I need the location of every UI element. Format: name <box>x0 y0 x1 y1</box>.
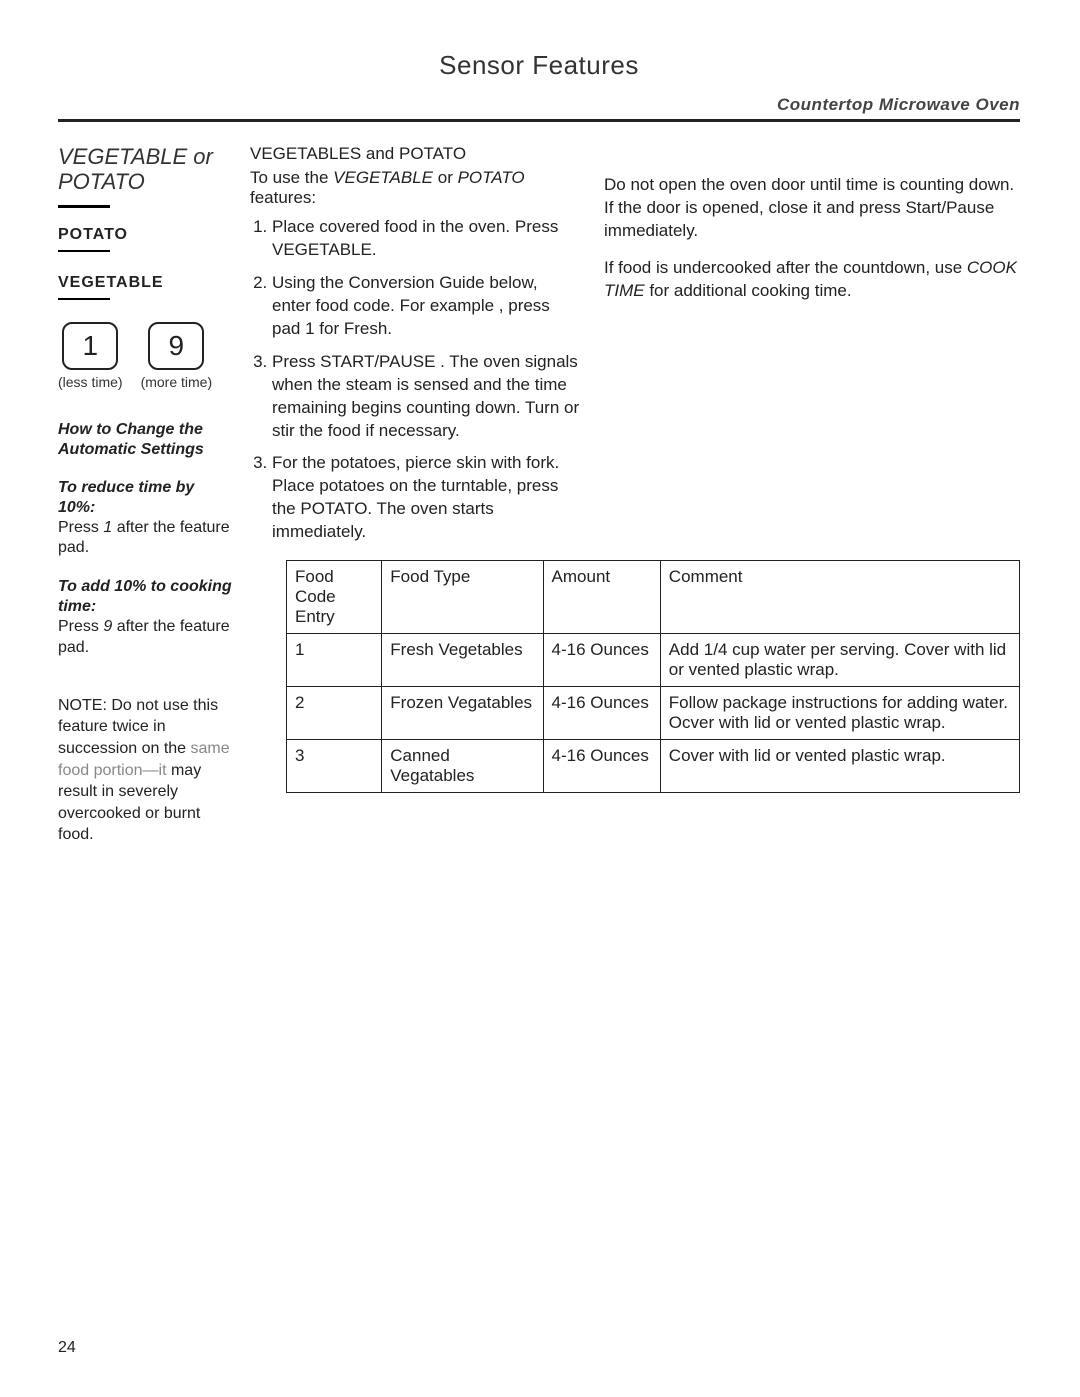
mid-intro: To use the VEGETABLE or POTATO features: <box>250 168 580 208</box>
right-p2-a: If food is undercooked after the countdo… <box>604 258 967 277</box>
header-rule <box>58 119 1020 122</box>
mid-heading: VEGETABLES and POTATO <box>250 144 580 164</box>
vegetable-label: VEGETABLE <box>58 274 232 292</box>
section-underline <box>58 205 110 208</box>
add-body-em: 9 <box>103 618 112 635</box>
howto-heading-2: Automatic Settings <box>58 440 232 460</box>
cell: 4-16 Ounces <box>543 687 660 740</box>
right-column: Do not open the oven door until time is … <box>604 144 1020 554</box>
conversion-table-wrap: Food Code Entry Food Type Amount Comment… <box>250 560 1020 793</box>
vegetable-underline <box>58 298 110 300</box>
reduce-body-a: Press <box>58 519 103 536</box>
pad-1-button[interactable]: 1 <box>62 322 118 370</box>
potato-label: POTATO <box>58 226 232 244</box>
step-1: Place covered food in the oven. Press VE… <box>272 216 580 262</box>
reduce-heading: To reduce time by 10%: <box>58 478 232 518</box>
mid-intro-em2: POTATO <box>458 168 525 187</box>
section-title-line2: POTATO <box>58 169 232 194</box>
table-row: 1 Fresh Vegetables 4-16 Ounces Add 1/4 c… <box>287 634 1020 687</box>
table-row: 2 Frozen Vegatables 4-16 Ounces Follow p… <box>287 687 1020 740</box>
th-0: Food Code Entry <box>287 561 382 634</box>
right-p1: Do not open the oven door until time is … <box>604 174 1020 243</box>
mid-intro-a: To use the <box>250 168 333 187</box>
reduce-body: Press 1 after the feature pad. <box>58 518 232 560</box>
section-title-line1: VEGETABLE or <box>58 144 232 169</box>
pad-1-caption: (less time) <box>58 374 123 390</box>
th-1: Food Type <box>382 561 543 634</box>
add-body-a: Press <box>58 618 103 635</box>
page-subtitle: Countertop Microwave Oven <box>58 95 1020 115</box>
cell: Add 1/4 cup water per serving. Cover wit… <box>660 634 1019 687</box>
cell: Fresh Vegetables <box>382 634 543 687</box>
th-2: Amount <box>543 561 660 634</box>
middle-column: VEGETABLES and POTATO To use the VEGETAB… <box>250 144 580 554</box>
right-p2-b: for additional cooking time. <box>645 281 852 300</box>
keypad-row: 1 (less time) 9 (more time) <box>58 322 232 390</box>
step-2: Using the Conversion Guide below, enter … <box>272 272 580 341</box>
note-block: NOTE: Do not use this feature twice in s… <box>58 695 232 846</box>
table-header-row: Food Code Entry Food Type Amount Comment <box>287 561 1020 634</box>
cell: Cover with lid or vented plastic wrap. <box>660 740 1019 793</box>
add-heading-1: To add 10% to cooking <box>58 577 232 597</box>
steps-list: Place covered food in the oven. Press VE… <box>250 216 580 544</box>
reduce-body-em: 1 <box>103 519 112 536</box>
pad-9-caption: (more time) <box>141 374 213 390</box>
howto-heading-1: How to Change the <box>58 420 232 440</box>
page-number: 24 <box>58 1339 76 1357</box>
left-column: VEGETABLE or POTATO POTATO VEGETABLE 1 (… <box>58 144 232 846</box>
right-p2: If food is undercooked after the countdo… <box>604 257 1020 303</box>
cell: 4-16 Ounces <box>543 634 660 687</box>
step-3b: For the potatoes, pierce skin with fork.… <box>272 452 580 544</box>
cell: 3 <box>287 740 382 793</box>
table-row: 3 Canned Vegatables 4-16 Ounces Cover wi… <box>287 740 1020 793</box>
mid-intro-em1: VEGETABLE <box>333 168 433 187</box>
cell: Frozen Vegatables <box>382 687 543 740</box>
pad-9-button[interactable]: 9 <box>148 322 204 370</box>
cell: Canned Vegatables <box>382 740 543 793</box>
cell: 4-16 Ounces <box>543 740 660 793</box>
mid-intro-b: or <box>433 168 458 187</box>
conversion-table: Food Code Entry Food Type Amount Comment… <box>286 560 1020 793</box>
page-title: Sensor Features <box>58 50 1020 81</box>
step-3: Press START/PAUSE . The oven signals whe… <box>272 351 580 443</box>
cell: Follow package instructions for adding w… <box>660 687 1019 740</box>
add-body: Press 9 after the feature pad. <box>58 617 232 659</box>
th-3: Comment <box>660 561 1019 634</box>
potato-underline <box>58 250 110 252</box>
mid-intro-c: features: <box>250 188 316 207</box>
cell: 1 <box>287 634 382 687</box>
add-heading-2: time: <box>58 597 232 617</box>
cell: 2 <box>287 687 382 740</box>
